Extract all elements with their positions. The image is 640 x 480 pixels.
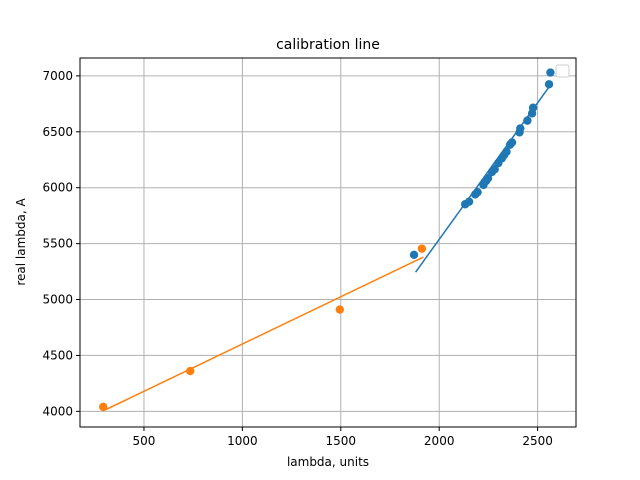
y-tick-label: 7000 xyxy=(42,69,73,83)
x-tick-label: 500 xyxy=(133,434,156,448)
x-tick-label: 2000 xyxy=(424,434,455,448)
data-point xyxy=(417,244,427,253)
x-tick-label: 1000 xyxy=(227,434,258,448)
y-tick-label: 4000 xyxy=(42,404,73,418)
fit-line-3 xyxy=(104,256,424,411)
y-tick-label: 6500 xyxy=(42,125,73,139)
grid-lines xyxy=(80,58,576,427)
data-point xyxy=(516,124,525,133)
data-point xyxy=(409,250,419,259)
data-point xyxy=(186,366,195,376)
data-point xyxy=(464,197,474,206)
y-tick-label: 5000 xyxy=(42,293,73,307)
data-point xyxy=(490,165,499,174)
data-point xyxy=(523,116,532,125)
data-point xyxy=(544,80,554,89)
data-point xyxy=(546,68,555,77)
data-point xyxy=(528,103,538,112)
x-tick-label: 1500 xyxy=(326,434,357,448)
data-point xyxy=(335,305,345,314)
x-axis-label: lambda, units xyxy=(287,455,369,469)
data-point xyxy=(507,138,517,147)
data-point xyxy=(473,187,482,197)
y-tick-label: 4500 xyxy=(42,348,73,362)
chart-title: calibration line xyxy=(276,37,380,53)
data-point xyxy=(99,402,108,412)
plot-series xyxy=(99,68,555,412)
axis-ticks: 500 1000 1500 2000 2500 4000 4500 5000 5500 6000 6… xyxy=(42,69,552,448)
x-tick-label: 2500 xyxy=(522,434,553,448)
y-tick-label: 5500 xyxy=(42,237,73,251)
y-axis-label: real lambda, A xyxy=(14,198,28,286)
plot-frame xyxy=(79,57,577,428)
data-point xyxy=(502,147,511,156)
y-tick-label: 6000 xyxy=(42,181,73,195)
empty-legend-box xyxy=(555,64,570,78)
data-point xyxy=(483,174,493,183)
